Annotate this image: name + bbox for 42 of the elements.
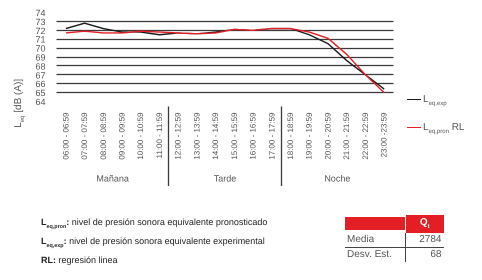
y-tick-label: 70 — [35, 44, 46, 54]
legend-label: L$_{eq,pron}$ RL — [422, 121, 464, 137]
x-tick-label: 18:00 - 18:59 — [286, 112, 296, 160]
text: Media — [345, 232, 406, 248]
x-tick-label: 14:00 - 14:59 — [211, 112, 220, 160]
x-tick-label: 21:00 - 21:59 — [342, 112, 352, 160]
y-tick-label: 69 — [35, 52, 46, 62]
x-tick-label: 16:00 - 16:59 — [248, 112, 258, 160]
x-tick-label: 07:00 - 07:59 — [80, 112, 90, 160]
text: Desv. Est. — [345, 247, 406, 262]
text: RL: regresión linea — [41, 254, 119, 267]
y-tick-label: 67 — [35, 70, 46, 80]
x-tick-label: 22:00 - 22:59 — [360, 112, 370, 160]
x-tick-label: 19:00 - 19:59 — [304, 112, 314, 160]
x-tick-label: 20:00 - 20:59 — [323, 112, 332, 160]
text: 2784 — [406, 232, 444, 248]
x-tick-label: 23:00 -23:59 — [380, 112, 389, 158]
y-tick-label: 65 — [35, 88, 46, 98]
x-tick-label: 10:00 - 10:59 — [136, 112, 146, 160]
y-tick-label: 64 — [35, 97, 46, 107]
x-tick-label: 13:00 - 13:59 — [192, 112, 202, 160]
x-tick-label: 06:00 - 06:59 — [61, 112, 70, 160]
y-tick-label: 72 — [35, 26, 46, 36]
legend-label: L$_{eq,exp}$ — [422, 93, 447, 109]
text: Noche — [324, 174, 350, 184]
y-tick-label: 73 — [35, 16, 46, 27]
y-tick-label: 66 — [35, 79, 46, 90]
x-tick-label: 12:00 - 12:59 — [174, 112, 183, 160]
y-tick-label: 68 — [35, 61, 46, 72]
text: Q$_{t}$ — [406, 215, 444, 233]
x-tick-label: 09:00 - 09:59 — [118, 112, 127, 160]
text: L$_{eq,pron}$: nivel de presión sonora equivalente pronosticado — [41, 216, 268, 232]
x-tick-label: 17:00 - 17:59 — [267, 112, 276, 160]
text: 68 — [429, 248, 442, 262]
text: L$_{eq,exp}$: nivel de presión sonora equivalente experimental — [41, 234, 266, 251]
x-tick-label: 11:00 - 11:59 — [154, 112, 164, 158]
x-tick-label: 15:00 - 15:59 — [230, 112, 239, 160]
y-tick-label: 71 — [35, 34, 46, 45]
text: Tarde — [214, 174, 236, 184]
text: Mañana — [96, 174, 129, 184]
y-tick-label: 74 — [35, 8, 46, 18]
x-tick-label: 08:00 - 08:59 — [98, 112, 108, 160]
